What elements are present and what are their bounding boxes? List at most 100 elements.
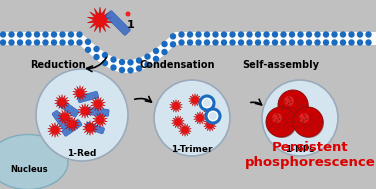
Circle shape bbox=[195, 39, 202, 46]
Circle shape bbox=[284, 129, 286, 131]
Circle shape bbox=[297, 39, 304, 46]
Circle shape bbox=[93, 46, 100, 52]
Circle shape bbox=[178, 31, 185, 38]
Circle shape bbox=[42, 39, 49, 46]
Circle shape bbox=[281, 99, 283, 101]
Circle shape bbox=[284, 101, 286, 102]
Polygon shape bbox=[0, 32, 376, 73]
Circle shape bbox=[289, 98, 291, 100]
Text: 1: 1 bbox=[127, 20, 135, 30]
Circle shape bbox=[187, 31, 193, 38]
Circle shape bbox=[299, 125, 301, 126]
Circle shape bbox=[348, 39, 355, 46]
Circle shape bbox=[204, 39, 210, 46]
Circle shape bbox=[126, 12, 130, 16]
Circle shape bbox=[187, 39, 193, 46]
Circle shape bbox=[110, 56, 117, 63]
Circle shape bbox=[297, 104, 299, 106]
Circle shape bbox=[59, 31, 66, 38]
Circle shape bbox=[272, 118, 274, 119]
Circle shape bbox=[306, 104, 308, 106]
Circle shape bbox=[246, 39, 253, 46]
Circle shape bbox=[221, 39, 227, 46]
Circle shape bbox=[272, 113, 282, 123]
Circle shape bbox=[144, 61, 151, 68]
Polygon shape bbox=[78, 104, 92, 119]
Circle shape bbox=[68, 31, 74, 38]
Circle shape bbox=[136, 57, 142, 64]
FancyBboxPatch shape bbox=[52, 110, 68, 130]
Circle shape bbox=[36, 69, 128, 161]
Circle shape bbox=[267, 121, 268, 123]
Circle shape bbox=[303, 99, 305, 101]
Circle shape bbox=[305, 118, 307, 120]
Circle shape bbox=[119, 67, 125, 73]
Circle shape bbox=[315, 125, 317, 126]
Text: Condensation: Condensation bbox=[140, 60, 215, 70]
Circle shape bbox=[294, 121, 296, 123]
Circle shape bbox=[287, 104, 289, 106]
Circle shape bbox=[304, 115, 306, 117]
Circle shape bbox=[309, 124, 311, 126]
Text: Self-assembly: Self-assembly bbox=[242, 60, 319, 70]
Circle shape bbox=[288, 96, 290, 98]
Circle shape bbox=[311, 129, 313, 131]
FancyBboxPatch shape bbox=[106, 11, 130, 35]
Circle shape bbox=[272, 39, 278, 46]
Circle shape bbox=[310, 115, 312, 117]
Circle shape bbox=[275, 121, 277, 123]
Circle shape bbox=[305, 124, 307, 126]
Polygon shape bbox=[65, 116, 79, 132]
Circle shape bbox=[296, 96, 298, 98]
Circle shape bbox=[195, 31, 202, 38]
Circle shape bbox=[280, 39, 287, 46]
Text: Reduction: Reduction bbox=[30, 60, 86, 70]
Circle shape bbox=[269, 126, 271, 128]
Circle shape bbox=[267, 108, 297, 138]
Polygon shape bbox=[93, 112, 107, 128]
Circle shape bbox=[311, 119, 313, 121]
Circle shape bbox=[276, 119, 277, 121]
Circle shape bbox=[154, 80, 230, 156]
Circle shape bbox=[279, 124, 280, 126]
Circle shape bbox=[284, 108, 286, 109]
Circle shape bbox=[296, 112, 298, 114]
Circle shape bbox=[272, 125, 274, 126]
Circle shape bbox=[288, 102, 290, 104]
Circle shape bbox=[276, 113, 278, 115]
Circle shape bbox=[291, 126, 293, 128]
Text: Nucleus: Nucleus bbox=[10, 165, 48, 174]
Circle shape bbox=[303, 123, 305, 125]
Circle shape bbox=[85, 39, 91, 45]
Circle shape bbox=[284, 113, 286, 115]
Circle shape bbox=[310, 127, 312, 129]
Circle shape bbox=[279, 118, 280, 120]
Circle shape bbox=[283, 127, 285, 129]
Circle shape bbox=[17, 39, 23, 46]
Polygon shape bbox=[172, 115, 184, 129]
Circle shape bbox=[279, 91, 309, 121]
Circle shape bbox=[299, 118, 301, 119]
Circle shape bbox=[318, 116, 320, 118]
Circle shape bbox=[309, 118, 311, 120]
FancyBboxPatch shape bbox=[85, 122, 105, 134]
Circle shape bbox=[282, 124, 284, 126]
Circle shape bbox=[255, 39, 261, 46]
Circle shape bbox=[110, 64, 117, 71]
Circle shape bbox=[365, 39, 372, 46]
Circle shape bbox=[144, 53, 151, 60]
Circle shape bbox=[303, 129, 305, 131]
Circle shape bbox=[204, 31, 210, 38]
Circle shape bbox=[277, 127, 279, 129]
Circle shape bbox=[262, 80, 338, 156]
Circle shape bbox=[295, 110, 297, 112]
Circle shape bbox=[295, 98, 297, 100]
Circle shape bbox=[357, 39, 363, 46]
Polygon shape bbox=[58, 109, 72, 125]
Circle shape bbox=[8, 39, 15, 46]
Circle shape bbox=[263, 31, 270, 38]
Circle shape bbox=[76, 39, 83, 46]
Circle shape bbox=[288, 125, 290, 126]
Polygon shape bbox=[83, 121, 97, 136]
Polygon shape bbox=[194, 112, 206, 125]
